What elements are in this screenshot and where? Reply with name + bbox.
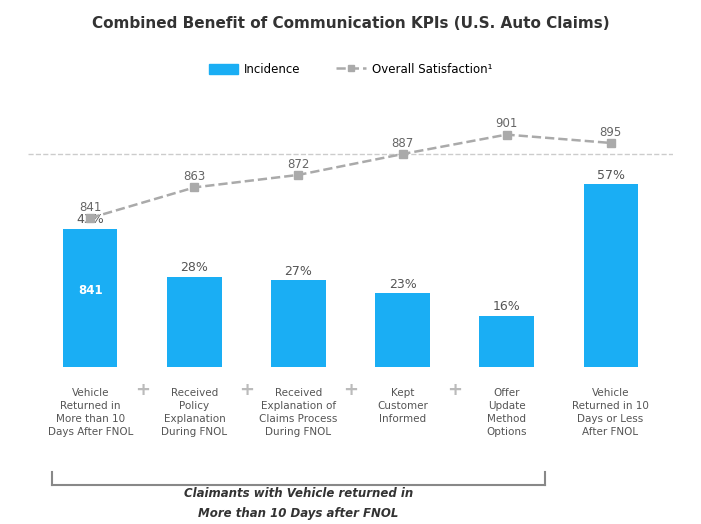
Bar — [271, 280, 325, 367]
Text: 27%: 27% — [285, 265, 313, 278]
Text: Kept
Customer
Informed: Kept Customer Informed — [377, 388, 428, 424]
Text: +: + — [447, 381, 462, 399]
Text: 16%: 16% — [493, 300, 520, 313]
Bar — [583, 184, 638, 367]
Text: Vehicle
Returned in
More than 10
Days After FNOL: Vehicle Returned in More than 10 Days Af… — [48, 388, 133, 438]
Text: 895: 895 — [599, 126, 622, 139]
Text: 23%: 23% — [388, 278, 416, 290]
Text: 43%: 43% — [76, 213, 104, 226]
Text: 841: 841 — [79, 201, 102, 214]
Text: 872: 872 — [287, 158, 310, 171]
Text: +: + — [135, 381, 150, 399]
Text: Claimants with Vehicle returned in: Claimants with Vehicle returned in — [184, 487, 413, 500]
Text: 887: 887 — [391, 137, 414, 150]
Text: Received
Policy
Explanation
During FNOL: Received Policy Explanation During FNOL — [161, 388, 228, 438]
Text: Combined Benefit of Communication KPIs (U.S. Auto Claims): Combined Benefit of Communication KPIs (… — [92, 16, 609, 31]
Text: Vehicle
Returned in 10
Days or Less
After FNOL: Vehicle Returned in 10 Days or Less Afte… — [572, 388, 649, 438]
Text: 901: 901 — [496, 117, 518, 130]
Text: 57%: 57% — [597, 169, 625, 181]
Legend: Incidence, Overall Satisfaction¹: Incidence, Overall Satisfaction¹ — [204, 58, 497, 81]
Text: 863: 863 — [184, 170, 205, 183]
Bar — [63, 229, 118, 367]
Text: More than 10 Days after FNOL: More than 10 Days after FNOL — [198, 507, 399, 520]
Text: Received
Explanation of
Claims Process
During FNOL: Received Explanation of Claims Process D… — [259, 388, 338, 438]
Bar — [479, 315, 533, 367]
Text: Offer
Update
Method
Options: Offer Update Method Options — [486, 388, 526, 438]
Text: 841: 841 — [78, 285, 103, 298]
Text: +: + — [239, 381, 254, 399]
Text: +: + — [343, 381, 358, 399]
Bar — [168, 277, 222, 367]
Text: 28%: 28% — [181, 261, 208, 275]
Bar — [376, 293, 430, 367]
